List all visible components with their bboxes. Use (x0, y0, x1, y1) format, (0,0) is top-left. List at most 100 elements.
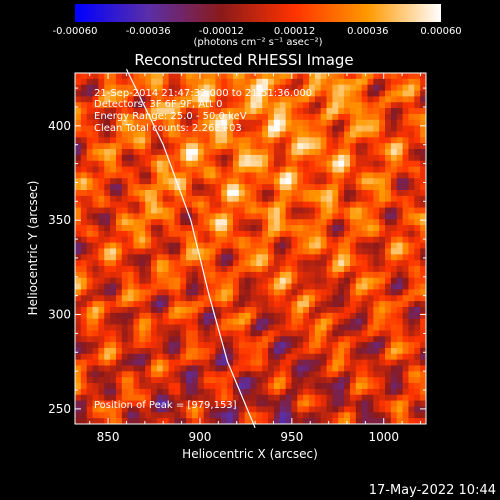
heatmap-cell (344, 125, 351, 132)
heatmap-cell (338, 295, 345, 302)
heatmap-cell (332, 418, 339, 425)
heatmap-cell (420, 119, 427, 127)
heatmap-cell (80, 149, 88, 156)
heatmap-cell (303, 307, 310, 314)
heatmap-cell (379, 365, 386, 372)
heatmap-cell (186, 207, 193, 214)
heatmap-cell (385, 342, 392, 349)
heatmap-cell (133, 143, 140, 150)
heatmap-cell (145, 406, 152, 413)
heatmap-cell (221, 190, 228, 197)
heatmap-cell (361, 73, 368, 80)
heatmap-cell (244, 184, 251, 191)
heatmap-cell (385, 113, 392, 121)
heatmap-cell (420, 96, 427, 103)
heatmap-cell (110, 149, 117, 156)
heatmap-cell (174, 394, 181, 401)
heatmap-cell (285, 283, 292, 290)
heatmap-cell (367, 394, 374, 401)
heatmap-cell (98, 236, 105, 244)
heatmap-cell (86, 371, 93, 378)
heatmap-cell (75, 254, 82, 261)
heatmap-cell (396, 277, 403, 284)
heatmap-cell (344, 131, 351, 138)
heatmap-cell (139, 131, 146, 138)
heatmap-cell (367, 108, 374, 115)
heatmap-cell (75, 295, 82, 302)
heatmap-cell (414, 154, 421, 162)
heatmap-cell (285, 201, 292, 208)
heatmap-cell (115, 230, 123, 238)
heatmap-cell (279, 84, 286, 91)
heatmap-cell (162, 289, 169, 296)
heatmap-cell (168, 277, 175, 284)
heatmap-cell (221, 248, 228, 255)
heatmap-cell (145, 131, 152, 138)
heatmap-cell (396, 394, 403, 401)
heatmap-cell (232, 225, 240, 232)
heatmap-cell (297, 301, 304, 308)
heatmap-cell (273, 225, 281, 232)
heatmap-cell (104, 195, 111, 203)
heatmap-cell (209, 125, 216, 132)
heatmap-cell (162, 160, 169, 167)
heatmap-cell (133, 365, 140, 372)
heatmap-cell (314, 301, 322, 308)
heatmap-cell (92, 377, 99, 384)
heatmap-cell (379, 295, 386, 302)
heatmap-cell (151, 266, 158, 273)
heatmap-cell (145, 137, 152, 144)
heatmap-cell (273, 195, 281, 203)
heatmap-cell (373, 178, 380, 185)
heatmap-cell (414, 149, 421, 156)
heatmap-cell (203, 149, 210, 156)
heatmap-cell (121, 96, 129, 103)
heatmap-cell (250, 318, 257, 325)
heatmap-cell (121, 225, 129, 232)
heatmap-cell (151, 254, 158, 261)
heatmap-cell (314, 400, 322, 407)
heatmap-cell (314, 347, 322, 355)
heatmap-cell (145, 78, 152, 86)
heatmap-cell (373, 119, 380, 127)
heatmap-cell (192, 73, 199, 80)
heatmap-cell (273, 207, 281, 214)
heatmap-cell (338, 388, 345, 396)
heatmap-cell (180, 307, 187, 314)
heatmap-cell (98, 418, 105, 425)
heatmap-cell (168, 84, 175, 91)
heatmap-cell (285, 154, 292, 162)
heatmap-cell (285, 418, 292, 425)
heatmap-cell (80, 248, 88, 255)
heatmap-cell (238, 353, 246, 361)
heatmap-cell (402, 131, 409, 138)
heatmap-cell (367, 207, 374, 214)
heatmap-cell (250, 137, 257, 144)
heatmap-cell (121, 190, 129, 197)
heatmap-cell (227, 260, 234, 267)
heatmap-cell (186, 178, 193, 185)
heatmap-cell (133, 225, 140, 232)
heatmap-cell (174, 388, 181, 396)
heatmap-cell (145, 260, 152, 267)
heatmap-cell (349, 102, 357, 109)
heatmap-cell (414, 108, 421, 115)
heatmap-cell (80, 312, 88, 320)
heatmap-cell (151, 330, 158, 337)
heatmap-cell (303, 78, 310, 86)
heatmap-cell (420, 318, 427, 325)
heatmap-cell (390, 84, 398, 91)
heatmap-cell (390, 242, 398, 249)
heatmap-cell (344, 260, 351, 267)
heatmap-cell (309, 330, 316, 337)
heatmap-cell (92, 154, 99, 162)
heatmap-cell (115, 137, 123, 144)
heatmap-cell (151, 172, 158, 179)
heatmap-cell (367, 400, 374, 407)
heatmap-cell (361, 102, 368, 109)
heatmap-cell (232, 406, 240, 413)
heatmap-cell (115, 318, 123, 325)
heatmap-cell (110, 365, 117, 372)
heatmap-cell (203, 289, 210, 296)
heatmap-cell (86, 73, 93, 80)
